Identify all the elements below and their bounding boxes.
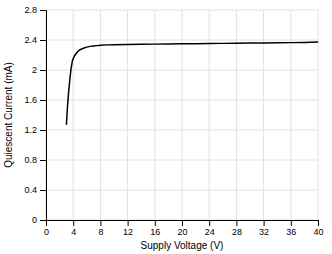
tick: 0 <box>44 220 49 237</box>
tick-mark <box>236 220 237 226</box>
tick: 32 <box>259 220 269 237</box>
grid-line <box>127 10 128 220</box>
grid-line <box>46 10 318 11</box>
tick-mark <box>40 100 46 101</box>
tick-label: 1.2 <box>24 125 37 135</box>
tick-label: 2.4 <box>24 35 37 45</box>
tick: 16 <box>150 220 160 237</box>
x-axis-title: Supply Voltage (V) <box>141 240 224 251</box>
tick-mark <box>40 220 46 221</box>
tick: 20 <box>177 220 187 237</box>
tick-label: 40 <box>313 227 323 237</box>
tick-label: 8 <box>98 227 103 237</box>
grid-line <box>73 10 74 220</box>
grid-line <box>154 10 155 220</box>
chart: 0 4 8 12 16 20 24 28 32 36 40 0 0.4 0.8 1.2 1.6 2 2.4 2.8 S… <box>0 0 332 254</box>
tick-mark <box>40 130 46 131</box>
tick-mark <box>100 220 101 226</box>
tick-label: 12 <box>123 227 133 237</box>
tick-mark <box>73 220 74 226</box>
grid-line <box>263 10 264 220</box>
tick-label: 0.4 <box>24 185 37 195</box>
tick-mark <box>128 220 129 226</box>
tick: 0.8 <box>24 155 46 165</box>
tick-mark <box>40 70 46 71</box>
grid-line <box>100 10 101 220</box>
y-axis-title: Quiescent Current (mA) <box>3 62 14 168</box>
tick-mark <box>40 160 46 161</box>
tick-label: 28 <box>232 227 242 237</box>
tick: 4 <box>71 220 76 237</box>
tick: 36 <box>286 220 296 237</box>
tick-mark <box>264 220 265 226</box>
tick: 24 <box>205 220 215 237</box>
tick-mark <box>40 40 46 41</box>
plot-area <box>66 42 318 125</box>
y-axis: 0 0.4 0.8 1.2 1.6 2 2.4 2.8 <box>24 5 46 225</box>
tick: 1.6 <box>24 95 46 105</box>
tick-label: 24 <box>205 227 215 237</box>
tick-label: 32 <box>259 227 269 237</box>
tick-label: 2.8 <box>24 5 37 15</box>
tick-label: 0.8 <box>24 155 37 165</box>
tick-mark <box>291 220 292 226</box>
grid <box>46 10 318 220</box>
tick-mark <box>155 220 156 226</box>
tick-mark <box>40 190 46 191</box>
tick-label: 4 <box>71 227 76 237</box>
grid-line <box>290 10 291 220</box>
tick-mark <box>40 10 46 11</box>
tick: 28 <box>232 220 242 237</box>
grid-line <box>46 160 318 161</box>
tick-mark <box>209 220 210 226</box>
tick: 40 <box>313 220 323 237</box>
axis-line <box>40 11 47 221</box>
tick-label: 0 <box>32 215 37 225</box>
tick: 2.4 <box>24 35 46 45</box>
tick: 0 <box>32 215 46 225</box>
line <box>66 42 318 125</box>
tick: 2 <box>32 65 46 75</box>
tick: 0.4 <box>24 185 46 195</box>
grid-line <box>46 40 318 41</box>
tick-mark <box>182 220 183 226</box>
grid-line <box>46 100 318 101</box>
tick-label: 1.6 <box>24 95 37 105</box>
tick: 8 <box>98 220 103 237</box>
tick-mark <box>318 220 319 226</box>
grid-line <box>236 10 237 220</box>
grid-line <box>209 10 210 220</box>
tick-label: 2 <box>32 65 37 75</box>
grid-line <box>46 130 318 131</box>
grid-line <box>46 70 318 71</box>
tick-label: 36 <box>286 227 296 237</box>
tick: 12 <box>123 220 133 237</box>
grid-line <box>182 10 183 220</box>
tick-label: 0 <box>44 227 49 237</box>
tick: 2.8 <box>24 5 46 15</box>
tick-label: 20 <box>177 227 187 237</box>
tick-label: 16 <box>150 227 160 237</box>
x-axis: 0 4 8 12 16 20 24 28 32 36 40 <box>44 220 324 237</box>
axis-line <box>47 221 319 227</box>
tick: 1.2 <box>24 125 46 135</box>
grid-line <box>46 190 318 191</box>
